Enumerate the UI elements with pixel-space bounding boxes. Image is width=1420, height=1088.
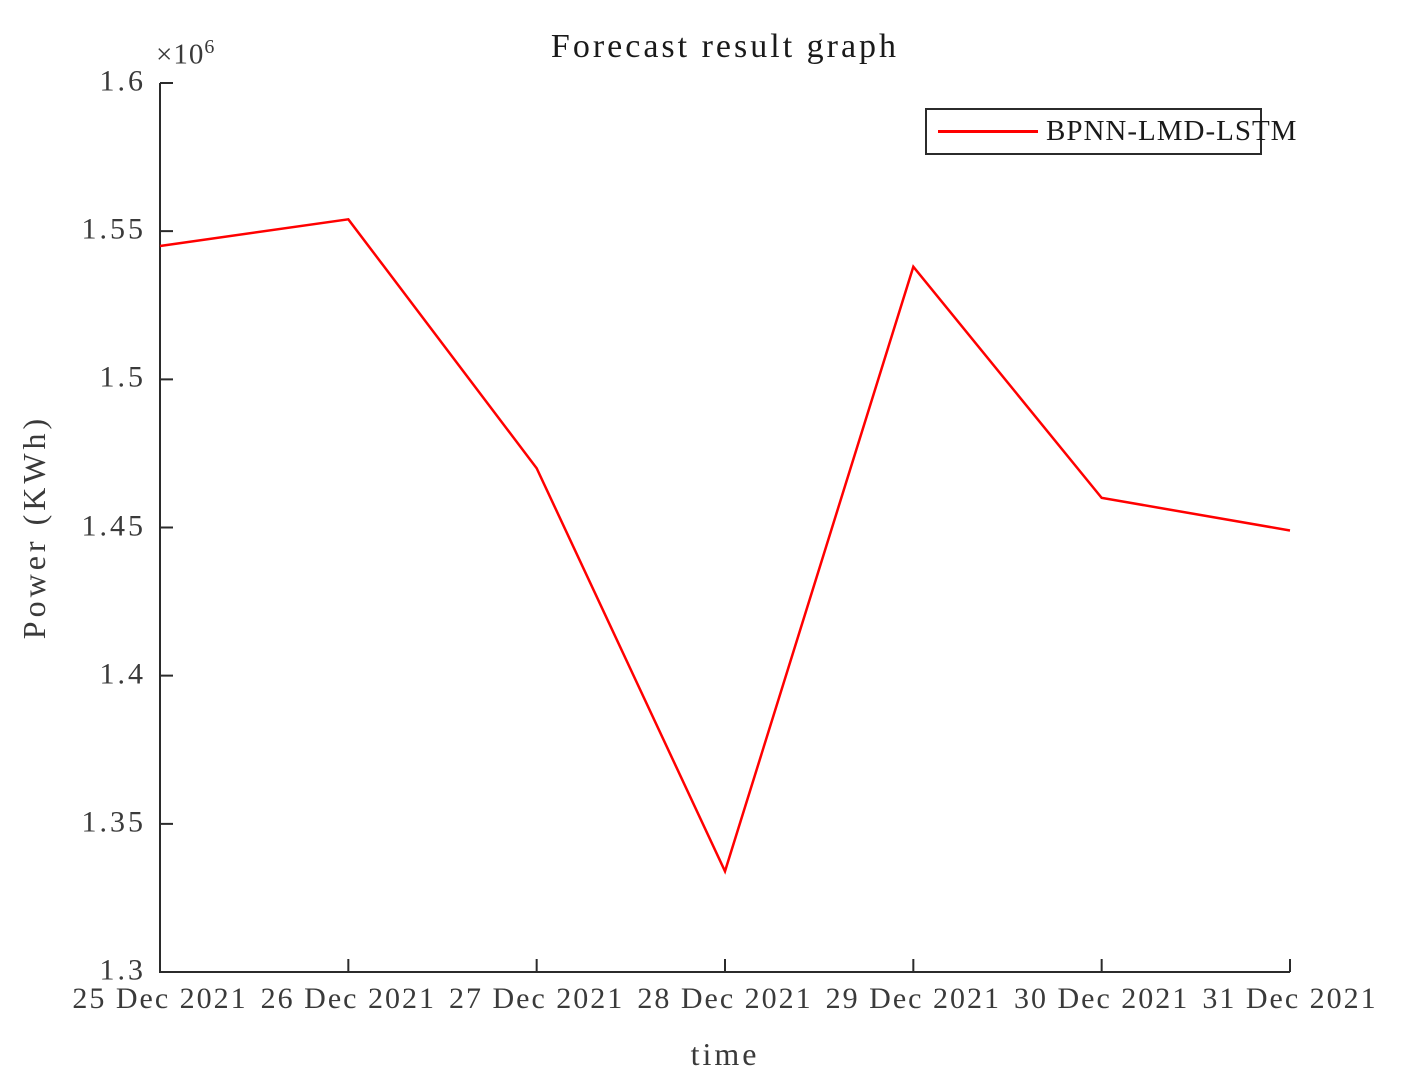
x-axis-label: time: [690, 1036, 760, 1072]
x-tick-label: 25 Dec 2021: [72, 982, 248, 1015]
x-tick-label: 28 Dec 2021: [637, 982, 813, 1015]
y-tick-label: 1.4: [99, 657, 146, 691]
y-axis-label: Power (KWh): [16, 414, 52, 640]
series-line-bpnn-lmd-lstm: [159, 217, 1291, 875]
legend: BPNN-LMD-LSTM: [925, 108, 1296, 155]
y-axis-multiplier-base: ×10: [156, 38, 205, 71]
x-tick-label: 29 Dec 2021: [825, 982, 1001, 1015]
y-tick-label: 1.45: [81, 509, 146, 543]
legend-label: BPNN-LMD-LSTM: [1046, 115, 1298, 147]
x-tick-label: 31 Dec 2021: [1202, 982, 1378, 1015]
y-axis-multiplier: ×106: [156, 36, 215, 72]
chart-title: Forecast result graph: [550, 28, 900, 65]
x-tick-label: 26 Dec 2021: [260, 982, 436, 1015]
y-axis-multiplier-exponent: 6: [204, 36, 216, 58]
x-tick-label: 30 Dec 2021: [1014, 982, 1190, 1015]
axis-lines: [159, 83, 1290, 973]
x-tick-label: 27 Dec 2021: [449, 982, 625, 1015]
y-tick-label: 1.5: [99, 360, 146, 394]
y-tick-label: 1.3: [99, 953, 146, 987]
axis-ticks: [159, 82, 1291, 973]
y-tick-label: 1.55: [81, 212, 146, 246]
legend-line-sample: [938, 130, 1038, 133]
y-tick-label: 1.6: [99, 64, 146, 98]
y-tick-label: 1.35: [81, 805, 146, 839]
